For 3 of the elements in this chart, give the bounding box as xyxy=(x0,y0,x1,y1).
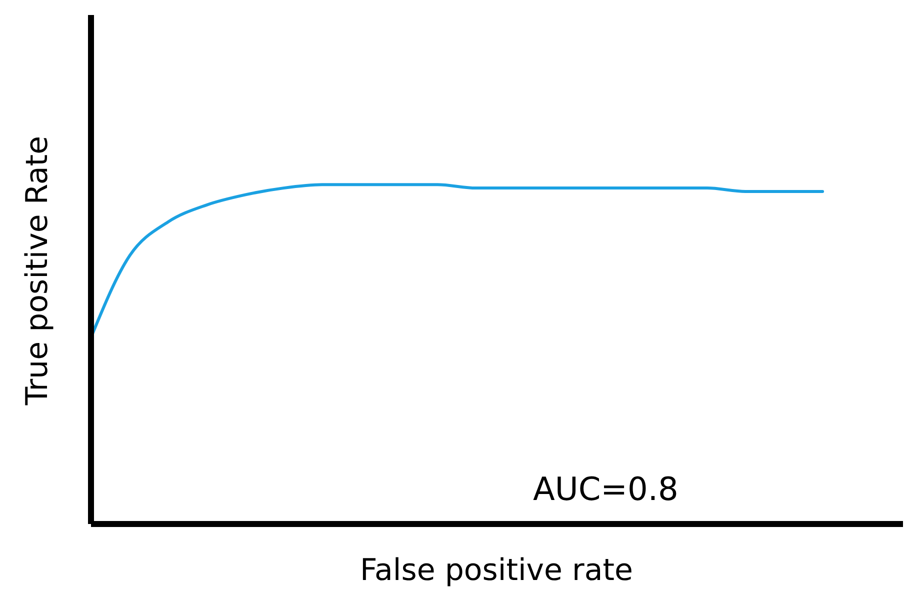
y-axis-title: True positive Rate xyxy=(20,135,56,405)
annotation: AUC=0.8 xyxy=(533,470,678,508)
x-axis-title: False positive rate xyxy=(359,553,634,588)
